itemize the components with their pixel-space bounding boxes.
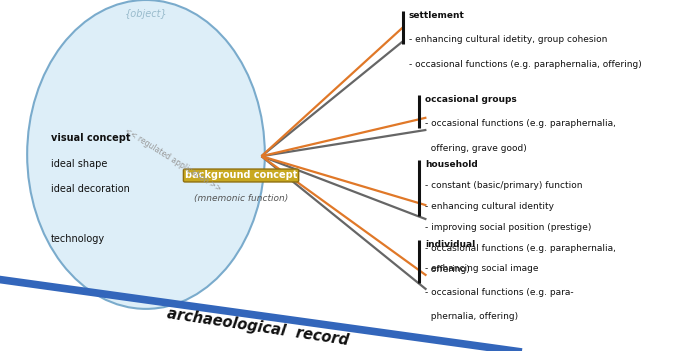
Text: offering): offering) [425,265,470,274]
Text: << regulated application >>: << regulated application >> [124,126,223,193]
Text: individual: individual [425,240,475,250]
Text: - occasional functions (e.g. paraphernalia,: - occasional functions (e.g. paraphernal… [425,119,616,128]
Text: phernalia, offering): phernalia, offering) [425,312,518,321]
Text: offering, grave good): offering, grave good) [425,144,527,153]
Text: - improving social position (prestige): - improving social position (prestige) [425,223,591,232]
Text: archaeological  record: archaeological record [166,306,350,348]
Text: - enhancing cultural idetity, group cohesion: - enhancing cultural idetity, group cohe… [409,35,607,44]
Text: visual concept: visual concept [51,133,130,143]
Text: background concept: background concept [185,171,297,180]
Text: - occasional functions (e.g. paraphernalia,: - occasional functions (e.g. paraphernal… [425,244,616,253]
Text: (mnemonic function): (mnemonic function) [194,194,288,203]
Text: household: household [425,160,478,169]
Text: ideal shape: ideal shape [51,159,107,168]
Text: settlement: settlement [409,11,464,20]
Text: - enhancing cultural identity: - enhancing cultural identity [425,202,554,211]
Text: technology: technology [51,234,105,244]
Ellipse shape [27,0,265,309]
Text: {object}: {object} [125,9,167,19]
Text: - constant (basic/primary) function: - constant (basic/primary) function [425,181,583,190]
Text: - enhancing social image: - enhancing social image [425,264,538,273]
Text: - occasional functions (e.g. paraphernalia, offering): - occasional functions (e.g. paraphernal… [409,60,642,69]
Text: - occasional functions (e.g. para-: - occasional functions (e.g. para- [425,288,574,297]
Text: ideal decoration: ideal decoration [51,184,130,194]
Text: occasional groups: occasional groups [425,95,517,104]
